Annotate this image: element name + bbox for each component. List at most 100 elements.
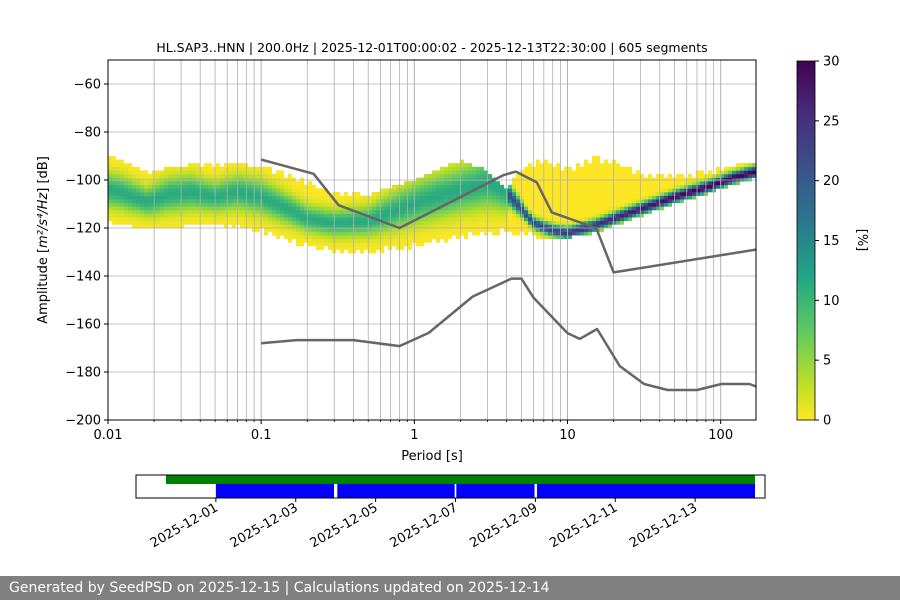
heatmap-cell xyxy=(208,188,212,193)
heatmap-cell xyxy=(616,163,620,168)
colorbar-tick-label: 25 xyxy=(823,114,840,129)
heatmap-cell xyxy=(388,195,392,200)
heatmap-cell xyxy=(528,181,532,186)
heatmap-cell xyxy=(492,228,496,232)
heatmap-cell xyxy=(540,174,544,178)
heatmap-cell xyxy=(196,213,200,218)
heatmap-cell xyxy=(624,210,628,214)
heatmap-cell xyxy=(464,177,468,182)
heatmap-cell xyxy=(300,217,304,222)
heatmap-cell xyxy=(588,217,592,222)
heatmap-cell xyxy=(416,181,420,186)
heatmap-cell xyxy=(344,192,348,196)
heatmap-cell xyxy=(676,177,680,182)
heatmap-cell xyxy=(336,242,340,247)
heatmap-cell xyxy=(660,192,664,196)
heatmap-cell xyxy=(188,213,192,218)
heatmap-cell xyxy=(572,184,576,189)
heatmap-cell xyxy=(312,199,316,204)
heatmap-cell xyxy=(584,181,588,186)
heatmap-cell xyxy=(316,235,320,240)
heatmap-cell xyxy=(592,213,596,218)
heatmap-cell xyxy=(512,184,516,189)
heatmap-cell xyxy=(260,188,264,193)
heatmap-cell xyxy=(176,202,180,207)
heatmap-cell xyxy=(676,181,680,186)
heatmap-cell xyxy=(264,213,268,218)
heatmap-cell xyxy=(248,181,252,186)
heatmap-cell xyxy=(436,174,440,178)
heatmap-cell xyxy=(552,206,556,211)
heatmap-cell xyxy=(144,217,148,222)
heatmap-cell xyxy=(468,177,472,182)
heatmap-cell xyxy=(508,217,512,222)
heatmap-cell xyxy=(320,202,324,207)
heatmap-cell xyxy=(140,210,144,214)
heatmap-cell xyxy=(388,238,392,243)
heatmap-cell xyxy=(108,202,112,207)
heatmap-cell xyxy=(272,206,276,211)
heatmap-cell xyxy=(660,177,664,182)
heatmap-cell xyxy=(112,163,116,168)
heatmap-cell xyxy=(108,217,112,222)
heatmap-cell xyxy=(476,166,480,171)
heatmap-cell xyxy=(564,206,568,211)
heatmap-cell xyxy=(516,177,520,182)
heatmap-cell xyxy=(384,188,388,193)
heatmap-cell xyxy=(616,213,620,218)
heatmap-cell xyxy=(116,220,120,225)
heatmap-cell xyxy=(132,188,136,193)
heatmap-cell xyxy=(108,166,112,171)
heatmap-cell xyxy=(188,195,192,200)
heatmap-cell xyxy=(408,238,412,243)
heatmap-cell xyxy=(544,235,548,240)
heatmap-cell xyxy=(212,188,216,193)
heatmap-cell xyxy=(288,217,292,222)
heatmap-cell xyxy=(400,192,404,196)
heatmap-cell xyxy=(540,202,544,207)
heatmap-cell xyxy=(396,235,400,240)
heatmap-cell xyxy=(480,177,484,182)
heatmap-cell xyxy=(564,199,568,204)
heatmap-cell xyxy=(444,238,448,243)
heatmap-cell xyxy=(536,195,540,200)
heatmap-cell xyxy=(428,217,432,222)
heatmap-cell xyxy=(448,217,452,222)
heatmap-cell xyxy=(280,210,284,214)
heatmap-cell xyxy=(436,188,440,193)
heatmap-cell xyxy=(132,192,136,196)
heatmap-cell xyxy=(604,206,608,211)
heatmap-cell xyxy=(148,184,152,189)
heatmap-cell xyxy=(636,174,640,178)
heatmap-cell xyxy=(424,192,428,196)
heatmap-cell xyxy=(548,213,552,218)
heatmap-cell xyxy=(392,220,396,225)
heatmap-cell xyxy=(224,224,228,229)
heatmap-cell xyxy=(132,184,136,189)
heatmap-cell xyxy=(728,170,732,175)
heatmap-cell xyxy=(300,238,304,243)
heatmap-cell xyxy=(428,177,432,182)
heatmap-cell xyxy=(448,166,452,171)
heatmap-cell xyxy=(448,174,452,178)
heatmap-cell xyxy=(608,202,612,207)
heatmap-cell xyxy=(584,184,588,189)
heatmap-cell xyxy=(120,202,124,207)
heatmap-cell xyxy=(352,235,356,240)
heatmap-cell xyxy=(548,210,552,214)
heatmap-cell xyxy=(300,177,304,182)
heatmap-cell xyxy=(524,202,528,207)
heatmap-cell xyxy=(688,195,692,200)
heatmap-cell xyxy=(480,181,484,186)
heatmap-cell xyxy=(460,210,464,214)
heatmap-cell xyxy=(320,246,324,250)
heatmap-cell xyxy=(288,192,292,196)
heatmap-cell xyxy=(160,195,164,200)
heatmap-cell xyxy=(408,188,412,193)
heatmap-cell xyxy=(668,184,672,189)
data-used-bar xyxy=(215,484,335,498)
heatmap-cell xyxy=(452,213,456,218)
heatmap-cell xyxy=(552,192,556,196)
heatmap-cell xyxy=(248,177,252,182)
heatmap-cell xyxy=(416,184,420,189)
